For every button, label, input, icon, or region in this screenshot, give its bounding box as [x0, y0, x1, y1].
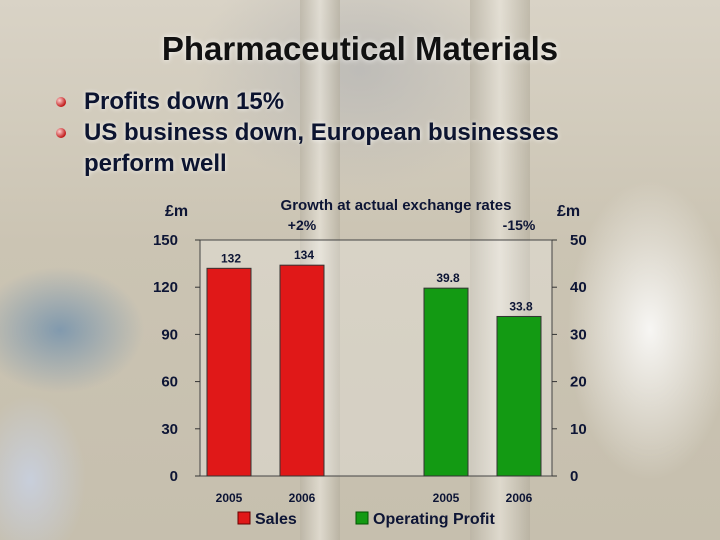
- bullet-text: Profits down 15%: [84, 88, 285, 115]
- chart-subtitle: Growth at actual exchange rates: [281, 197, 512, 214]
- bullet-list: Profits down 15% US business down, Europ…: [52, 86, 692, 179]
- sales-bar: [206, 267, 252, 477]
- slide-title: Pharmaceutical Materials: [161, 30, 559, 67]
- left-axis-tick-label: 120: [153, 279, 178, 296]
- bullet-dot-icon: [56, 97, 66, 107]
- sales-bar: [279, 264, 325, 477]
- right-axis-tick-label: 0: [570, 468, 578, 485]
- left-axis-unit: £m: [165, 203, 188, 220]
- right-axis-tick-label: 30: [570, 326, 587, 343]
- bullet-item: Profits down 15%: [52, 86, 692, 117]
- profit-bar-value-label: 39.8: [436, 271, 460, 285]
- right-axis-unit: £m: [557, 203, 580, 220]
- legend-swatch-profit: [355, 511, 369, 525]
- bullet-item: US business down, European businesses pe…: [52, 117, 644, 179]
- left-axis-tick-label: 0: [170, 468, 178, 485]
- right-axis-tick-label: 10: [570, 421, 587, 438]
- legend: Sales Operating Profit: [237, 511, 495, 528]
- bullet-dot-icon: [56, 128, 66, 138]
- category-tick-label: 2006: [289, 491, 316, 505]
- legend-label-profit: Operating Profit: [373, 511, 495, 528]
- profit-bar: [496, 315, 542, 477]
- sales-bar-value-label: 134: [294, 248, 314, 262]
- left-axis-tick-label: 150: [153, 232, 178, 249]
- category-tick-label: 2006: [506, 491, 533, 505]
- category-tick-label: 2005: [433, 491, 460, 505]
- sales-growth-label: +2%: [288, 217, 317, 233]
- left-axis-tick-label: 90: [161, 326, 178, 343]
- bullet-text: US business down, European businesses pe…: [84, 119, 559, 177]
- profit-bar-value-label: 33.8: [509, 299, 533, 313]
- left-axis-tick-label: 30: [161, 421, 178, 438]
- legend-swatch-sales: [237, 511, 251, 525]
- legend-label-sales: Sales: [255, 511, 297, 528]
- profit-bar: [423, 287, 469, 477]
- plot-area: [199, 239, 553, 477]
- profit-growth-label: -15%: [503, 217, 536, 233]
- left-axis-tick-label: 60: [161, 374, 178, 391]
- right-axis-tick-label: 20: [570, 374, 587, 391]
- category-tick-label: 2005: [216, 491, 243, 505]
- sales-bar-value-label: 132: [221, 251, 241, 265]
- right-axis-tick-label: 40: [570, 279, 587, 296]
- right-axis-tick-label: 50: [570, 232, 587, 249]
